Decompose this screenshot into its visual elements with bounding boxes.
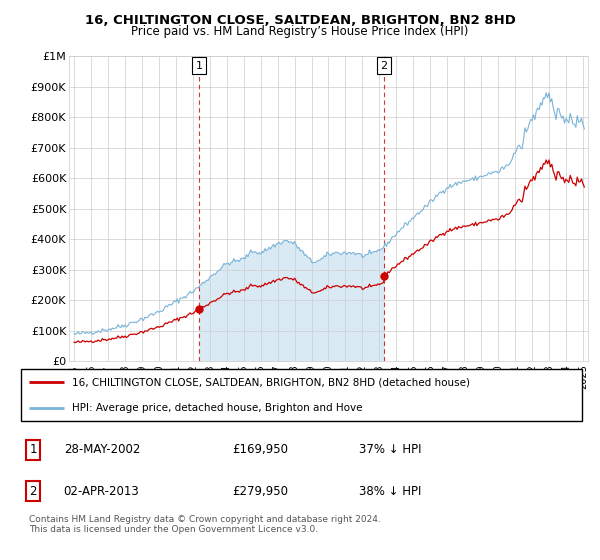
Text: £169,950: £169,950 [233, 444, 289, 456]
Text: Price paid vs. HM Land Registry’s House Price Index (HPI): Price paid vs. HM Land Registry’s House … [131, 25, 469, 38]
Text: 2: 2 [29, 485, 37, 498]
FancyBboxPatch shape [21, 369, 582, 421]
Text: £279,950: £279,950 [233, 485, 289, 498]
Text: HPI: Average price, detached house, Brighton and Hove: HPI: Average price, detached house, Brig… [73, 403, 363, 413]
Text: Contains HM Land Registry data © Crown copyright and database right 2024.
This d: Contains HM Land Registry data © Crown c… [29, 515, 381, 534]
Text: 02-APR-2013: 02-APR-2013 [64, 485, 139, 498]
Text: 1: 1 [29, 444, 37, 456]
Text: 2: 2 [380, 61, 387, 71]
Text: 1: 1 [196, 61, 203, 71]
Text: 16, CHILTINGTON CLOSE, SALTDEAN, BRIGHTON, BN2 8HD (detached house): 16, CHILTINGTON CLOSE, SALTDEAN, BRIGHTO… [73, 377, 470, 388]
Text: 37% ↓ HPI: 37% ↓ HPI [359, 444, 421, 456]
Text: 28-MAY-2002: 28-MAY-2002 [64, 444, 140, 456]
Text: 38% ↓ HPI: 38% ↓ HPI [359, 485, 421, 498]
Text: 16, CHILTINGTON CLOSE, SALTDEAN, BRIGHTON, BN2 8HD: 16, CHILTINGTON CLOSE, SALTDEAN, BRIGHTO… [85, 14, 515, 27]
